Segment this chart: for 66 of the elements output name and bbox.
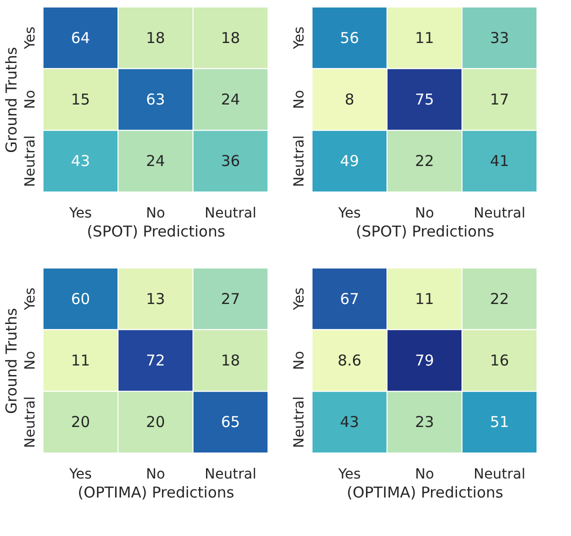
x-axis-title: (SPOT) Predictions — [356, 222, 494, 240]
data-label: 65 — [220, 413, 240, 432]
data-label: 24 — [220, 90, 240, 108]
y-tick-label: Yes — [22, 288, 38, 312]
data-label: 79 — [414, 352, 434, 370]
y-tick-label: Neutral — [22, 135, 38, 188]
x-tick-label: Neutral — [204, 466, 256, 482]
data-label: 13 — [146, 290, 166, 308]
y-tick-label: Yes — [292, 26, 308, 50]
data-label: 51 — [490, 413, 510, 432]
data-label: 36 — [220, 152, 240, 170]
x-tick-label: Yes — [337, 466, 361, 482]
data-label: 18 — [220, 28, 240, 47]
x-axis-title: (SPOT) Predictions — [86, 222, 226, 240]
y-tick-label: Neutral — [22, 396, 38, 448]
x-tick-label: Neutral — [474, 206, 526, 222]
data-label: 18 — [220, 352, 240, 370]
y-tick-label: No — [292, 90, 308, 110]
y-axis-title: Ground Truths — [2, 46, 20, 153]
data-label: 11 — [414, 290, 434, 308]
data-label: 67 — [340, 290, 360, 308]
data-label: 24 — [146, 152, 166, 170]
data-label: 18 — [146, 28, 166, 47]
x-tick-label: No — [414, 466, 434, 482]
x-tick-label: Neutral — [474, 466, 526, 482]
data-label: 15 — [70, 90, 90, 108]
data-label: 11 — [70, 352, 90, 370]
y-tick-label: No — [22, 350, 38, 370]
data-label: 22 — [490, 290, 510, 308]
data-label: 20 — [146, 413, 166, 432]
data-label: 43 — [70, 152, 90, 170]
y-tick-label: Neutral — [292, 396, 308, 448]
data-label: 41 — [490, 152, 510, 170]
x-tick-label: Yes — [337, 206, 361, 222]
data-label: 49 — [340, 152, 360, 170]
y-tick-label: No — [292, 350, 308, 370]
data-label: 63 — [146, 90, 166, 108]
x-tick-label: No — [414, 206, 434, 222]
data-label: 43 — [340, 413, 360, 432]
data-label: 11 — [414, 28, 434, 47]
x-axis-title: (OPTIMA) Predictions — [78, 484, 234, 502]
data-label: 64 — [70, 28, 90, 47]
y-tick-label: Yes — [22, 26, 38, 50]
y-tick-label: No — [22, 90, 38, 110]
data-label: 8.6 — [338, 352, 362, 370]
x-tick-label: No — [146, 206, 166, 222]
x-tick-label: Neutral — [204, 206, 256, 222]
data-label: 72 — [146, 352, 166, 370]
data-label: 8 — [344, 90, 354, 108]
x-tick-label: Yes — [68, 466, 92, 482]
data-label: 33 — [490, 28, 510, 47]
data-label: 56 — [340, 28, 360, 47]
x-tick-label: No — [146, 466, 166, 482]
data-label: 22 — [414, 152, 434, 170]
data-label: 20 — [70, 413, 90, 432]
data-label: 17 — [490, 90, 510, 108]
data-label: 27 — [220, 290, 240, 308]
x-tick-label: Yes — [68, 206, 92, 222]
x-axis-title: (OPTIMA) Predictions — [346, 484, 504, 502]
data-label: 23 — [414, 413, 434, 432]
data-label: 75 — [414, 90, 434, 108]
y-tick-label: Neutral — [292, 135, 308, 188]
y-tick-label: Yes — [292, 288, 308, 312]
y-axis-title: Ground Truths — [2, 308, 20, 414]
data-label: 60 — [70, 290, 90, 308]
data-label: 16 — [490, 352, 510, 370]
